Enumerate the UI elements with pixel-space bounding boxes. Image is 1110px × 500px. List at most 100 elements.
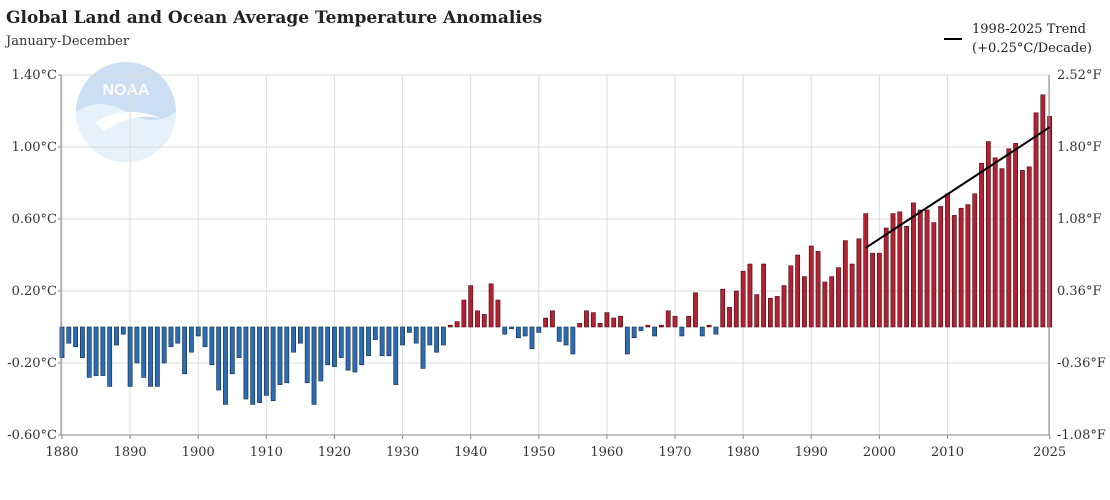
bar-positive [1047,116,1053,328]
bar-positive [659,324,664,328]
bar-positive [788,265,794,328]
y-tick-label-left: 1.00°C [12,140,57,155]
bar-negative [168,326,174,348]
y-tick-label-left: -0.60°C [7,428,57,443]
chart-axes [58,74,1051,439]
bar-positive [870,252,875,328]
bar-negative [161,326,167,364]
bar-negative [80,326,85,358]
bar-negative [318,326,324,382]
x-tick-label: 1890 [114,445,147,460]
bar-positive [1040,94,1046,328]
bar-negative [223,326,228,405]
bar-positive [1026,166,1032,328]
bar-positive [842,240,848,328]
x-tick-label: 1970 [658,445,691,460]
bar-positive [856,238,862,328]
bar-positive [958,207,964,328]
x-tick-label: 1980 [727,445,760,460]
bar-positive [849,263,855,328]
x-tick-label: 1880 [45,445,78,460]
chart-tick-labels: 1.40°C 2.52°F 1.00°C 1.80°F 0.60°C 1.08°F 0.20… [7,68,1106,460]
bar-positive [1013,143,1019,328]
bar-positive [924,209,930,328]
bar-positive [945,193,950,328]
trend-line [865,126,1051,249]
bar-negative [202,326,208,348]
bar-negative [515,326,521,339]
x-tick-label: 1960 [590,445,623,460]
bar-negative [434,326,440,353]
bar-positive [992,157,998,328]
bar-negative [638,326,644,331]
bar-negative [263,326,269,396]
bar-negative [536,326,542,333]
bar-positive [543,317,549,328]
bar-negative [182,326,188,375]
bar-negative [509,326,514,330]
bar-negative [420,326,426,369]
bar-positive [876,252,882,328]
bar-positive [808,245,814,328]
bar-positive [1006,148,1012,328]
bar-positive [618,315,623,328]
bar-negative [311,326,317,405]
y-tick-label-left: 0.60°C [12,212,57,227]
bar-positive [781,285,787,328]
bar-positive [965,204,971,328]
bar-negative [345,326,351,371]
legend-label-line1: 1998-2025 Trend [972,22,1086,37]
bar-negative [229,326,235,375]
bar-positive [447,324,453,328]
bar-negative [713,326,719,335]
bar-negative [502,326,508,335]
bar-positive [720,288,726,328]
bar-negative [304,326,310,384]
bar-negative [243,326,249,400]
bar-negative [148,326,153,387]
y-tick-label-left: 1.40°C [12,68,57,83]
bar-negative [93,326,99,376]
y-tick-label-right: 1.08°F [1057,212,1101,227]
bar-negative [66,326,72,344]
bar-positive [645,324,651,328]
bar-positive [584,310,589,328]
x-tick-label: 2000 [863,445,896,460]
bar-positive [461,299,467,328]
bar-negative [386,326,392,357]
bar-negative [107,326,113,387]
bar-negative [154,326,160,387]
bar-positive [597,323,603,328]
x-tick-label: 1920 [318,445,351,460]
bar-positive [938,206,944,328]
x-tick-label: 1950 [522,445,555,460]
bar-positive [951,215,957,328]
bar-negative [522,326,528,337]
bar-negative [400,326,405,346]
bar-negative [73,326,79,348]
bar-positive [836,267,841,328]
bar-negative [216,326,222,391]
bar-negative [291,326,296,353]
bar-negative [332,326,337,367]
bar-negative [127,326,133,387]
noaa-logo-text: NOAA [102,82,150,99]
bar-positive [665,310,671,328]
x-tick-label: 2025 [1033,445,1066,460]
x-tick-label: 1900 [182,445,215,460]
y-tick-label-right: -0.36°F [1057,356,1106,371]
y-tick-label-right: 0.36°F [1057,284,1101,299]
bar-negative [570,326,576,355]
y-tick-label-left: 0.20°C [12,284,57,299]
bar-negative [699,326,705,337]
bar-positive [802,276,807,328]
bar-positive [904,225,910,328]
bar-positive [550,310,555,328]
bar-negative [284,326,290,384]
bar-positive [979,162,984,328]
bar-positive [754,294,760,328]
bar-positive [972,193,978,328]
bar-positive [475,310,480,328]
y-tick-label-right: -1.08°F [1057,428,1106,443]
